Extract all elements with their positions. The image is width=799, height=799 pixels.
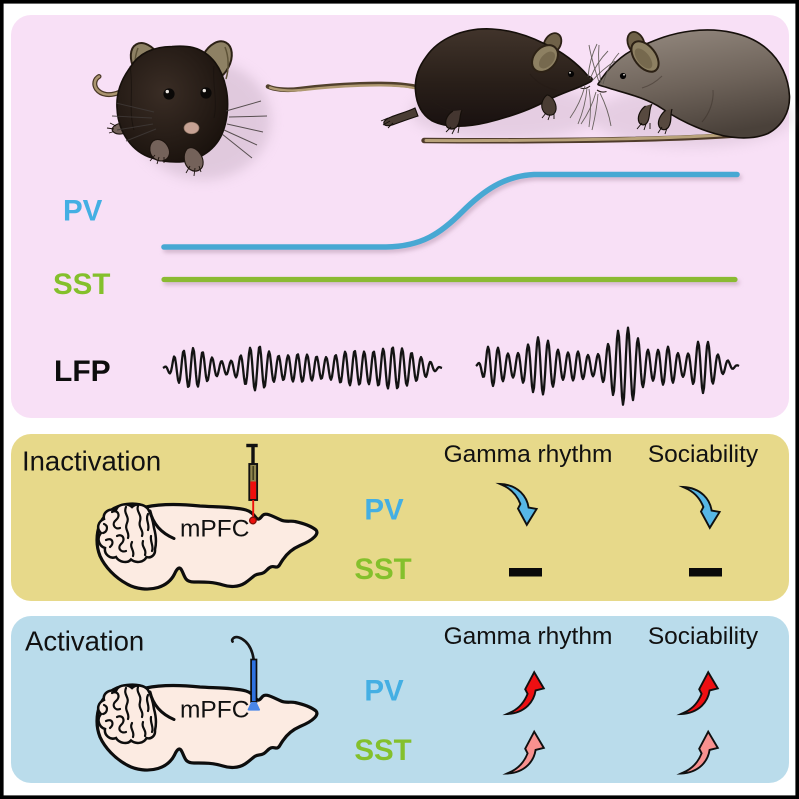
svg-text:Sociability: Sociability	[648, 441, 759, 468]
svg-text:Inactivation: Inactivation	[22, 446, 161, 477]
svg-text:Activation: Activation	[25, 626, 144, 657]
svg-text:PV: PV	[63, 195, 103, 228]
svg-text:Sociability: Sociability	[648, 623, 759, 650]
svg-text:SST: SST	[53, 268, 110, 301]
svg-text:Gamma rhythm: Gamma rhythm	[444, 623, 613, 650]
svg-text:SST: SST	[354, 734, 411, 767]
svg-text:PV: PV	[364, 675, 404, 708]
svg-text:LFP: LFP	[54, 355, 111, 388]
svg-text:Gamma rhythm: Gamma rhythm	[444, 441, 613, 468]
svg-text:SST: SST	[354, 553, 411, 586]
svg-text:PV: PV	[364, 494, 404, 527]
